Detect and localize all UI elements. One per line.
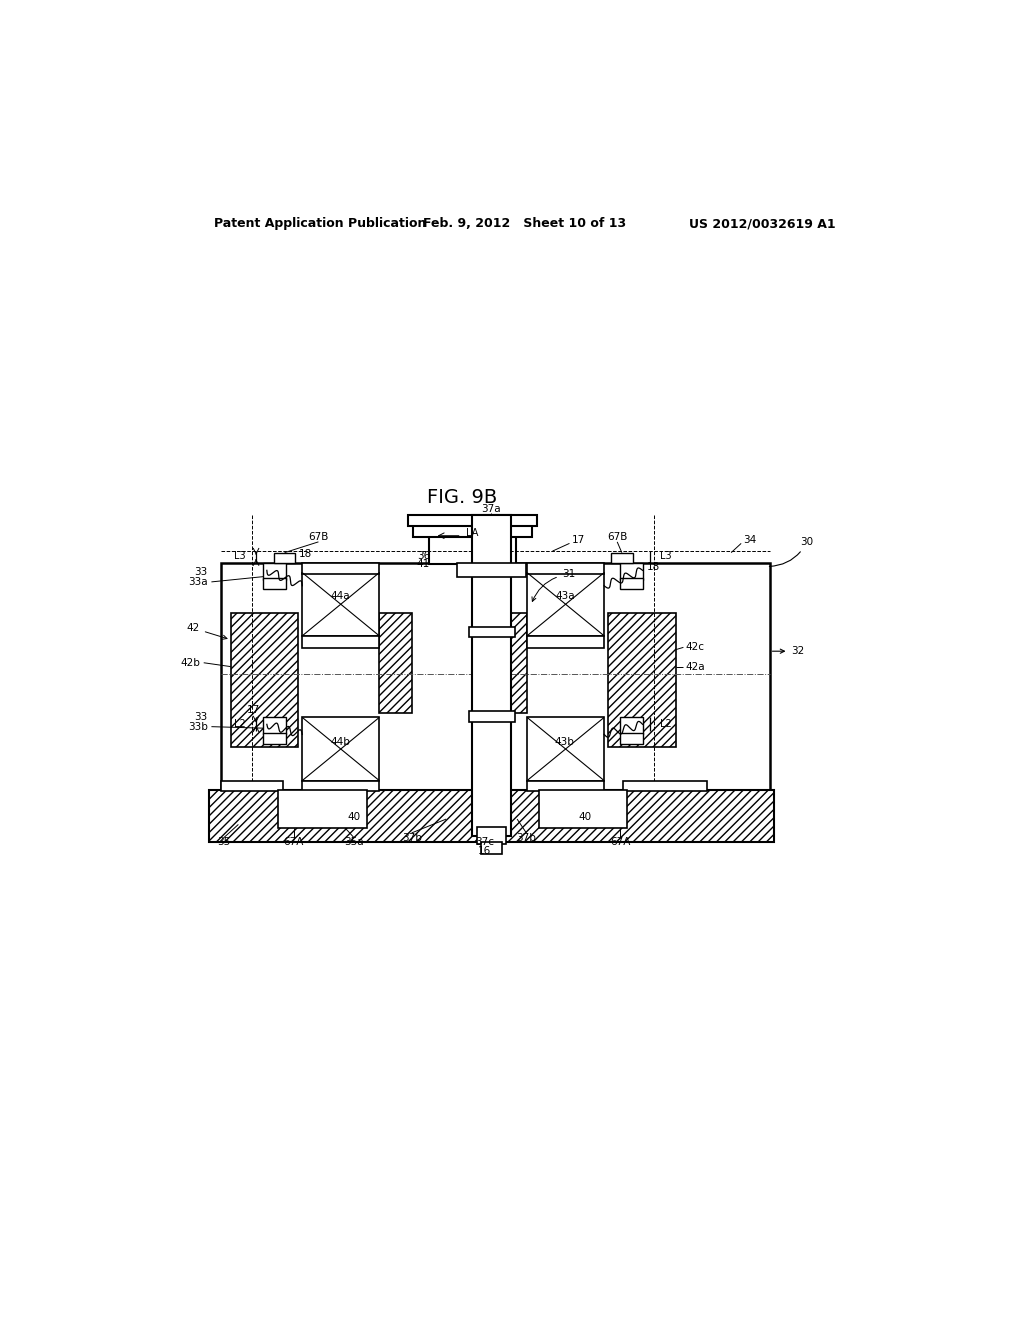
Text: L3: L3	[660, 552, 672, 561]
Text: 42a: 42a	[685, 661, 705, 672]
Bar	[221, 780, 283, 792]
Bar	[608, 612, 676, 747]
Bar	[209, 789, 774, 842]
Bar	[527, 573, 604, 636]
Bar	[469, 627, 515, 638]
Text: 44b: 44b	[330, 737, 350, 747]
Text: 37b: 37b	[516, 833, 537, 842]
Text: 41: 41	[416, 560, 429, 569]
Bar	[263, 733, 286, 743]
Bar	[611, 553, 633, 564]
Bar	[527, 780, 604, 792]
Bar	[481, 842, 503, 854]
Bar	[472, 515, 511, 836]
Bar	[263, 562, 286, 579]
Text: 34: 34	[742, 536, 756, 545]
Bar	[527, 718, 604, 780]
Text: 67B: 67B	[607, 532, 628, 543]
Bar	[539, 789, 628, 829]
Text: 16: 16	[478, 846, 492, 857]
Text: 67A: 67A	[610, 837, 631, 847]
Bar	[477, 826, 506, 843]
Bar	[469, 711, 515, 722]
Bar	[221, 562, 770, 789]
Text: 33a: 33a	[188, 577, 208, 587]
Text: FIG. 9B: FIG. 9B	[427, 487, 497, 507]
Text: 17: 17	[571, 536, 585, 545]
Text: 67A: 67A	[284, 837, 304, 847]
Text: 40: 40	[579, 812, 592, 822]
Text: 30: 30	[769, 537, 814, 566]
Bar	[273, 553, 295, 564]
Text: 37b: 37b	[401, 833, 422, 842]
Text: 33: 33	[195, 713, 208, 722]
Bar	[263, 718, 286, 734]
Bar	[230, 612, 298, 747]
Text: 40: 40	[347, 812, 360, 822]
Bar	[495, 612, 527, 713]
Text: 67B: 67B	[308, 532, 329, 543]
Text: 37c: 37c	[475, 837, 495, 847]
Bar	[263, 578, 286, 589]
Text: 43a: 43a	[555, 591, 574, 601]
Bar	[624, 780, 707, 792]
Text: 43b: 43b	[555, 737, 574, 747]
Text: 33: 33	[195, 566, 208, 577]
Bar	[476, 789, 507, 829]
Bar	[457, 562, 526, 577]
Text: US 2012/0032619 A1: US 2012/0032619 A1	[689, 218, 836, 231]
Bar	[302, 562, 379, 574]
Bar	[429, 536, 515, 564]
Text: L3: L3	[234, 552, 246, 561]
Text: L2: L2	[660, 718, 672, 729]
Bar	[302, 636, 379, 648]
Text: Patent Application Publication: Patent Application Publication	[214, 218, 426, 231]
Bar	[621, 733, 643, 743]
Bar	[621, 578, 643, 589]
Bar	[302, 780, 379, 792]
Text: 18: 18	[646, 561, 659, 572]
Text: 42c: 42c	[685, 643, 703, 652]
Text: 42b: 42b	[180, 657, 200, 668]
Bar	[413, 524, 531, 537]
Text: 35a: 35a	[344, 837, 364, 847]
Bar	[302, 718, 379, 780]
Bar	[279, 789, 367, 829]
Text: Feb. 9, 2012   Sheet 10 of 13: Feb. 9, 2012 Sheet 10 of 13	[423, 218, 627, 231]
Text: L2: L2	[234, 718, 246, 729]
Text: 37a: 37a	[481, 504, 501, 513]
Bar	[302, 573, 379, 636]
Text: 42: 42	[186, 623, 227, 639]
Text: 18: 18	[298, 549, 311, 560]
Bar	[621, 718, 643, 734]
Text: 35: 35	[217, 837, 230, 847]
Text: LA: LA	[466, 528, 478, 537]
Bar	[408, 515, 538, 525]
Text: 32: 32	[772, 647, 805, 656]
Bar	[379, 612, 412, 713]
Text: 36: 36	[418, 550, 431, 561]
Bar	[527, 562, 604, 574]
Text: 17: 17	[247, 705, 260, 714]
Text: 31: 31	[532, 569, 575, 602]
Bar	[527, 636, 604, 648]
Text: 44a: 44a	[330, 591, 350, 601]
Bar	[621, 562, 643, 579]
Text: 33b: 33b	[187, 722, 208, 731]
